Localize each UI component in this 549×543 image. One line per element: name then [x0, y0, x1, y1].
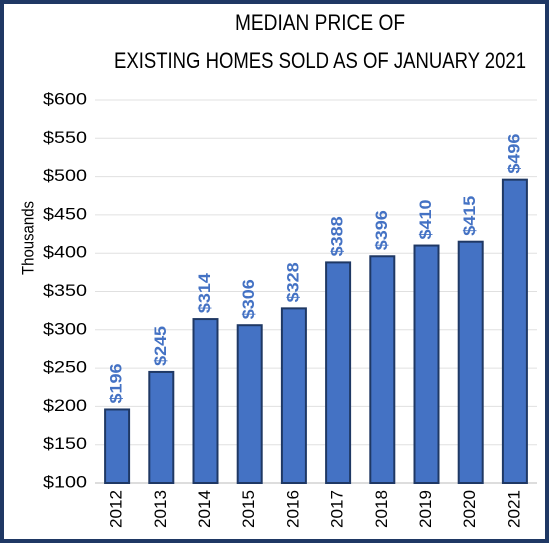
value-label: $410 — [416, 200, 435, 240]
y-tick-label: $350 — [43, 281, 87, 300]
y-tick-label: $300 — [43, 319, 87, 338]
x-tick-label: 2013 — [151, 490, 170, 528]
value-label: $314 — [195, 273, 214, 314]
y-tick-label: $200 — [43, 396, 87, 415]
value-label: $328 — [283, 262, 302, 302]
chart-title: EXISTING HOMES SOLD AS OF JANUARY 2021 — [114, 48, 526, 73]
value-label: $415 — [460, 196, 479, 236]
y-tick-label: $250 — [43, 358, 87, 377]
x-tick-label: 2012 — [107, 490, 126, 528]
bar — [192, 318, 219, 484]
bar — [148, 370, 175, 484]
bar — [457, 240, 484, 484]
chart-title: MEDIAN PRICE OF — [235, 10, 405, 35]
y-axis-label: Thousands — [18, 201, 37, 275]
x-tick-label: 2020 — [460, 490, 479, 528]
bar — [369, 255, 396, 484]
value-label: $245 — [151, 326, 170, 366]
value-label: $306 — [239, 279, 258, 319]
value-label: $388 — [328, 216, 347, 256]
y-tick-label: $550 — [43, 128, 87, 147]
y-tick-label: $100 — [43, 472, 87, 491]
value-label: $496 — [504, 134, 523, 174]
value-label: $196 — [107, 363, 126, 403]
x-tick-label: 2021 — [504, 490, 523, 528]
x-tick-label: 2014 — [195, 490, 214, 528]
x-tick-label: 2015 — [239, 490, 258, 528]
y-tick-label: $150 — [43, 434, 87, 453]
bar — [413, 244, 440, 484]
bar — [325, 261, 352, 484]
bar — [236, 324, 263, 485]
x-tick-label: 2017 — [328, 490, 347, 528]
x-tick-label: 2019 — [416, 490, 435, 528]
x-tick-label: 2018 — [372, 490, 391, 528]
bar — [501, 178, 528, 484]
y-tick-label: $450 — [43, 204, 87, 223]
y-tick-label: $400 — [43, 243, 87, 262]
bar — [280, 307, 307, 484]
x-tick-label: 2016 — [283, 490, 302, 528]
value-label: $396 — [372, 210, 391, 250]
bar — [104, 408, 131, 484]
y-tick-label: $500 — [43, 166, 87, 185]
y-tick-label: $600 — [43, 89, 87, 108]
